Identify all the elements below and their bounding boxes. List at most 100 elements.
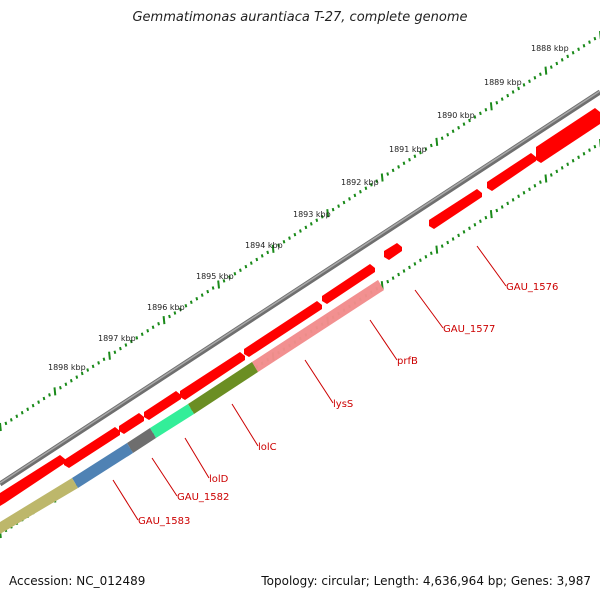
minor-tick	[244, 264, 248, 269]
gene-GAU_1582[interactable]	[127, 428, 156, 453]
minor-tick	[228, 275, 231, 280]
minor-tick	[593, 144, 597, 149]
gene-block[interactable]	[0, 455, 65, 506]
minor-tick	[473, 115, 477, 119]
minor-tick	[315, 218, 319, 223]
minor-tick	[495, 208, 499, 213]
minor-tick	[462, 122, 466, 126]
minor-tick	[282, 239, 286, 244]
accession-text: Accession: NC_012489	[9, 574, 146, 588]
gene-block[interactable]	[322, 264, 375, 304]
gene-block[interactable]	[244, 301, 322, 357]
minor-tick	[75, 375, 79, 379]
minor-tick	[391, 168, 395, 173]
minor-tick	[184, 304, 188, 308]
scale-label: 1893 kbp	[293, 210, 331, 219]
minor-tick	[533, 183, 537, 188]
gene-prfB[interactable]	[252, 280, 384, 372]
major-tick	[0, 422, 2, 432]
minor-tick	[391, 276, 395, 280]
gene-block[interactable]	[119, 413, 144, 434]
minor-tick	[173, 311, 177, 315]
minor-tick	[571, 159, 575, 163]
minor-tick	[528, 187, 531, 191]
minor-tick	[506, 201, 510, 206]
major-tick	[544, 66, 548, 75]
scale-label: 1898 kbp	[48, 363, 86, 372]
scale-label: 1890 kbp	[437, 111, 475, 120]
gene-lolD[interactable]	[150, 404, 194, 438]
minor-tick	[533, 76, 537, 80]
minor-tick	[440, 136, 444, 141]
gene-block[interactable]	[429, 189, 482, 229]
minor-tick	[555, 169, 559, 174]
genome-summary-text: Topology: circular; Length: 4,636,964 bp…	[261, 574, 591, 588]
map-title: Gemmatimonas aurantiaca T-27, complete g…	[132, 10, 468, 25]
minor-tick	[4, 421, 8, 426]
minor-tick	[69, 378, 73, 383]
minor-tick	[479, 219, 482, 223]
minor-tick	[113, 350, 117, 354]
gene-block[interactable]	[487, 153, 536, 191]
minor-tick	[440, 244, 444, 248]
minor-tick	[582, 151, 586, 156]
major-tick	[544, 174, 548, 183]
minor-tick	[151, 325, 155, 329]
minor-tick	[342, 200, 346, 205]
minor-tick	[222, 279, 226, 283]
minor-tick	[337, 204, 340, 208]
gene-lolC[interactable]	[188, 362, 258, 414]
minor-tick	[479, 111, 482, 116]
gene-label: prfB	[397, 356, 418, 367]
minor-tick	[157, 321, 160, 326]
gene-GAU_1583[interactable]	[72, 443, 133, 488]
scale-label: 1894 kbp	[245, 241, 283, 250]
minor-tick	[91, 364, 95, 369]
gene-lysS[interactable]	[252, 280, 384, 372]
minor-tick	[588, 40, 591, 44]
minor-tick	[566, 162, 570, 167]
minor-tick	[539, 180, 542, 184]
minor-tick	[577, 47, 580, 52]
gene-block[interactable]	[536, 108, 600, 163]
minor-tick	[369, 182, 373, 187]
minor-tick	[413, 154, 417, 158]
minor-tick	[9, 418, 13, 422]
gene-label: GAU_1582	[177, 492, 229, 503]
gene-label: lysS	[333, 399, 353, 410]
major-tick	[271, 244, 275, 253]
minor-tick	[577, 155, 580, 159]
minor-tick	[424, 147, 428, 151]
minor-tick	[179, 307, 182, 312]
minor-tick	[539, 72, 542, 76]
gene-label: GAU_1583	[138, 516, 190, 527]
minor-tick	[451, 129, 455, 133]
minor-tick	[517, 194, 520, 199]
minor-tick	[446, 240, 450, 245]
minor-tick	[468, 118, 471, 123]
minor-tick	[211, 286, 215, 290]
genome-backbone-highlight	[0, 90, 600, 484]
gene-unlabeled[interactable]	[0, 478, 78, 534]
gene-block[interactable]	[384, 243, 402, 260]
minor-tick	[408, 157, 411, 162]
minor-tick	[37, 400, 40, 404]
gene-block[interactable]	[180, 352, 245, 400]
minor-tick	[484, 108, 488, 112]
minor-tick	[26, 407, 30, 411]
outer-scale-dots	[0, 31, 600, 432]
minor-tick	[549, 65, 553, 69]
gene-block[interactable]	[144, 391, 181, 420]
major-tick	[489, 210, 493, 219]
minor-tick	[500, 97, 504, 101]
gene-labels: GAU_1576 GAU_1577 prfB lysS lolC lolD GA…	[138, 282, 558, 527]
gene-label: lolC	[258, 442, 277, 453]
minor-tick	[500, 205, 504, 209]
minor-tick	[304, 225, 308, 230]
minor-tick	[353, 193, 357, 198]
minor-tick	[522, 83, 526, 87]
minor-tick	[375, 179, 379, 183]
gene-block[interactable]	[64, 427, 120, 468]
